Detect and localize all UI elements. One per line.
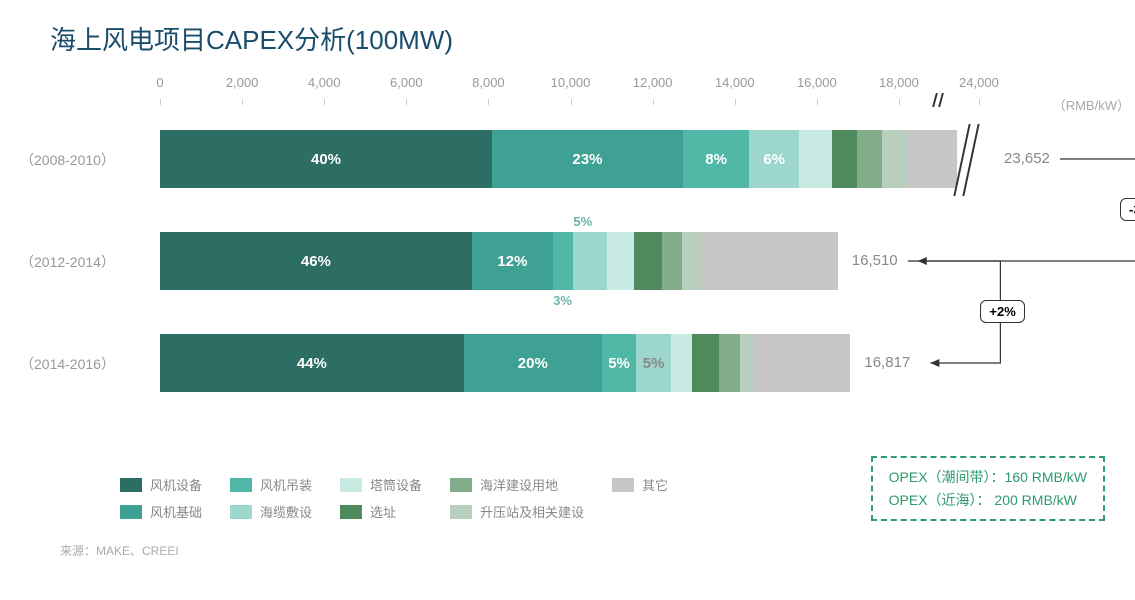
x-axis-labels: 02,0004,0006,0008,00010,00012,00014,0001… bbox=[160, 75, 1040, 99]
bar-row: （2012-2014）46%12%3%5%16,510 bbox=[160, 232, 1040, 292]
bar-segment: 12% bbox=[472, 232, 553, 290]
legend-label: 海洋建设用地 bbox=[480, 475, 558, 494]
segment-label-outside: 5% bbox=[573, 214, 592, 229]
legend-swatch bbox=[230, 505, 252, 519]
bar-segment: 5% bbox=[573, 232, 607, 290]
bar-segment bbox=[607, 232, 634, 290]
bar-segment bbox=[702, 232, 838, 290]
legend-item: 其它 bbox=[612, 475, 668, 494]
source-attribution: 来源：MAKE、CREEI bbox=[60, 542, 179, 559]
bar-segment bbox=[634, 232, 661, 290]
bar-break-icon bbox=[958, 124, 978, 194]
axis-tick-label: 14,000 bbox=[715, 75, 755, 90]
legend: 风机设备风机基础风机吊装海缆敷设塔筒设备选址海洋建设用地升压站及相关建设其它 bbox=[120, 475, 820, 521]
change-badge: -30% bbox=[1120, 198, 1135, 221]
axis-tick-label: 0 bbox=[156, 75, 163, 90]
legend-label: 风机吊装 bbox=[260, 475, 312, 494]
legend-swatch bbox=[450, 478, 472, 492]
legend-swatch bbox=[340, 478, 362, 492]
category-label: （2012-2014） bbox=[20, 252, 150, 272]
legend-label: 风机设备 bbox=[150, 475, 202, 494]
bar-segment: 3% bbox=[553, 232, 573, 290]
opex-note: OPEX（潮间带）：160 RMB/kW OPEX（近海）： 200 RMB/k… bbox=[871, 456, 1105, 521]
legend-item: 海缆敷设 bbox=[230, 502, 312, 521]
legend-swatch bbox=[450, 505, 472, 519]
bar-segment bbox=[719, 334, 740, 392]
legend-item: 风机吊装 bbox=[230, 475, 312, 494]
axis-unit: （RMB/kW） bbox=[1053, 95, 1130, 114]
legend-column: 风机设备风机基础 bbox=[120, 475, 202, 521]
legend-label: 其它 bbox=[642, 475, 668, 494]
legend-label: 海缆敷设 bbox=[260, 502, 312, 521]
legend-column: 其它 bbox=[612, 475, 668, 521]
category-label: （2008-2010） bbox=[20, 150, 150, 170]
bar-segment bbox=[692, 334, 720, 392]
axis-tick-label: 18,000 bbox=[879, 75, 919, 90]
legend-column: 塔筒设备选址 bbox=[340, 475, 422, 521]
bars-container: （2008-2010）40%23%8%6%23,652（2012-2014）46… bbox=[160, 100, 1040, 394]
legend-item: 选址 bbox=[340, 502, 422, 521]
bar-segment: 44% bbox=[160, 334, 464, 392]
legend-swatch bbox=[120, 505, 142, 519]
category-label: （2014-2016） bbox=[20, 354, 150, 374]
bar-segment: 5% bbox=[602, 334, 637, 392]
bar-segment bbox=[682, 232, 702, 290]
bar-segment: 40% bbox=[160, 130, 492, 188]
legend-swatch bbox=[120, 478, 142, 492]
bar-segment: 20% bbox=[464, 334, 602, 392]
bar-segment: 8% bbox=[683, 130, 749, 188]
bar-row: （2014-2016）44%20%5%5%16,817 bbox=[160, 334, 1040, 394]
bar-segment: 46% bbox=[160, 232, 472, 290]
legend-item: 升压站及相关建设 bbox=[450, 502, 584, 521]
bar-total-label: 23,652 bbox=[1004, 150, 1050, 167]
legend-item: 塔筒设备 bbox=[340, 475, 422, 494]
legend-item: 风机基础 bbox=[120, 502, 202, 521]
axis-tick-label: 2,000 bbox=[226, 75, 259, 90]
legend-column: 风机吊装海缆敷设 bbox=[230, 475, 312, 521]
bar-segment bbox=[754, 334, 851, 392]
bar-segment bbox=[799, 130, 832, 188]
bar-row: （2008-2010）40%23%8%6%23,652 bbox=[160, 130, 1040, 190]
change-badge: +2% bbox=[980, 300, 1024, 323]
legend-item: 风机设备 bbox=[120, 475, 202, 494]
chart-title: 海上风电项目CAPEX分析(100MW) bbox=[50, 20, 1105, 57]
bar-segment bbox=[662, 232, 682, 290]
bar-segment: 23% bbox=[492, 130, 683, 188]
legend-label: 塔筒设备 bbox=[370, 475, 422, 494]
legend-label: 升压站及相关建设 bbox=[480, 502, 584, 521]
axis-tick-label: 6,000 bbox=[390, 75, 423, 90]
bar-segment bbox=[882, 130, 907, 188]
bar-segment bbox=[857, 130, 882, 188]
legend-swatch bbox=[340, 505, 362, 519]
bar-segment bbox=[832, 130, 857, 188]
opex-line: OPEX（近海）： 200 RMB/kW bbox=[889, 489, 1087, 511]
bar-segment: 6% bbox=[749, 130, 799, 188]
bar-stack: 44%20%5%5% bbox=[160, 334, 850, 392]
bar-stack: 46%12%3%5% bbox=[160, 232, 838, 290]
opex-line: OPEX（潮间带）：160 RMB/kW bbox=[889, 466, 1087, 488]
axis-tick-label: 16,000 bbox=[797, 75, 837, 90]
legend-label: 风机基础 bbox=[150, 502, 202, 521]
bar-total-label: 16,510 bbox=[852, 252, 898, 269]
bar-segment bbox=[740, 334, 754, 392]
bar-stack: 40%23%8%6% bbox=[160, 130, 990, 188]
axis-tick-label: 8,000 bbox=[472, 75, 505, 90]
bar-segment: 5% bbox=[636, 334, 671, 392]
legend-swatch bbox=[230, 478, 252, 492]
axis-tick-label: 24,000 bbox=[959, 75, 999, 90]
segment-label-outside: 3% bbox=[553, 293, 572, 308]
bar-total-label: 16,817 bbox=[864, 354, 910, 371]
legend-label: 选址 bbox=[370, 502, 396, 521]
axis-tick-label: 10,000 bbox=[551, 75, 591, 90]
legend-swatch bbox=[612, 478, 634, 492]
axis-tick-label: 4,000 bbox=[308, 75, 341, 90]
legend-item: 海洋建设用地 bbox=[450, 475, 584, 494]
bar-segment bbox=[671, 334, 692, 392]
legend-column: 海洋建设用地升压站及相关建设 bbox=[450, 475, 584, 521]
axis-tick-label: 12,000 bbox=[633, 75, 673, 90]
chart-area: 02,0004,0006,0008,00010,00012,00014,0001… bbox=[160, 75, 1040, 394]
bar-segment bbox=[907, 130, 957, 188]
